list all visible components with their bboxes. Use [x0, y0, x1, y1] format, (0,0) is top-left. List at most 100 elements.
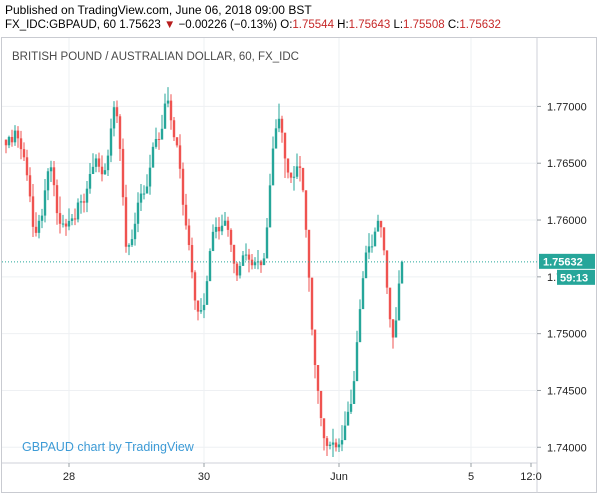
candle-down — [157, 139, 161, 141]
candle-down — [19, 138, 23, 150]
candle-up — [7, 136, 11, 146]
y-tick-label: 1.75000 — [547, 329, 587, 341]
candle-down — [391, 319, 395, 338]
candle-up — [220, 225, 224, 232]
candle-up — [61, 223, 65, 225]
candle-down — [334, 442, 338, 448]
candle-up — [241, 255, 245, 266]
candle-down — [325, 438, 329, 446]
candle-up — [397, 283, 401, 321]
candle-up — [85, 188, 89, 203]
candle-up — [328, 444, 332, 446]
candle-down — [16, 130, 20, 139]
candle-down — [298, 166, 302, 168]
candle-down — [388, 287, 392, 320]
chart-frame[interactable] — [1, 37, 597, 493]
candle-up — [91, 166, 95, 175]
candle-up — [151, 146, 155, 168]
candle-up — [376, 220, 380, 232]
y-tick-label: 1.76000 — [547, 215, 587, 227]
candle-down — [319, 390, 323, 419]
candle-down — [58, 213, 62, 224]
x-tick-label: 30 — [198, 471, 210, 483]
candle-up — [340, 440, 344, 445]
symbol-label: FX_IDC:GBPAUD, 60 — [5, 19, 116, 31]
candle-down — [181, 168, 185, 205]
candle-up — [358, 309, 362, 343]
candle-down — [121, 148, 125, 198]
candle-up — [394, 320, 398, 338]
candle-up — [130, 239, 134, 246]
candle-up — [139, 193, 143, 203]
candle-down — [118, 116, 122, 149]
candle-down — [250, 259, 254, 266]
candle-up — [70, 218, 74, 221]
candle-up — [112, 107, 116, 129]
y-tick-label: 1.77000 — [547, 101, 587, 113]
candle-down — [28, 175, 32, 197]
candle-down — [124, 197, 128, 247]
candle-up — [253, 262, 257, 266]
chart-watermark[interactable]: GBPAUD chart by TradingView — [22, 440, 194, 454]
candle-down — [100, 166, 104, 175]
candle-up — [163, 103, 167, 129]
candle-up — [145, 186, 149, 194]
candle-up — [43, 190, 47, 216]
close-value: 1.75632 — [459, 19, 501, 31]
candle-up — [223, 220, 227, 226]
candle-down — [229, 229, 233, 245]
candle-up — [268, 185, 272, 228]
candle-down — [169, 100, 173, 121]
candle-down — [178, 145, 182, 169]
candle-down — [301, 167, 305, 191]
candle-up — [400, 261, 404, 284]
candle-down — [196, 300, 200, 312]
open-label: O: — [280, 19, 293, 31]
candle-up — [103, 170, 107, 175]
candle-down — [322, 418, 326, 439]
candle-up — [202, 304, 206, 311]
countdown-label: 59:13 — [560, 272, 588, 284]
candle-up — [154, 139, 158, 147]
candle-down — [310, 277, 314, 330]
candle-down — [307, 229, 311, 278]
published-notice: Published on TradingView.com, June 06, 2… — [5, 3, 312, 17]
down-triangle-icon: ▼ — [163, 19, 176, 31]
candle-down — [82, 201, 86, 203]
candle-down — [247, 254, 251, 260]
candle-up — [271, 148, 275, 186]
candle-up — [13, 130, 17, 143]
candle-up — [364, 252, 368, 279]
open-value: 1.75544 — [292, 19, 334, 31]
current-price-tag — [539, 253, 595, 269]
candle-down — [4, 139, 8, 146]
candle-up — [133, 223, 137, 240]
candle-up — [106, 155, 110, 171]
candle-down — [280, 118, 284, 133]
high-label: H: — [337, 19, 349, 31]
candle-up — [214, 226, 218, 232]
candle-down — [31, 196, 35, 227]
candle-up — [46, 171, 50, 191]
candle-up — [166, 100, 170, 104]
candle-down — [232, 244, 236, 264]
candle-up — [361, 278, 365, 310]
x-tick-label: Jun — [330, 471, 348, 483]
candle-up — [40, 215, 44, 221]
candle-up — [244, 254, 248, 256]
candle-down — [382, 227, 386, 251]
candle-up — [238, 265, 242, 276]
candle-down — [187, 225, 191, 246]
candle-down — [97, 158, 101, 167]
candle-down — [115, 107, 119, 117]
candle-up — [79, 201, 83, 203]
high-value: 1.75643 — [348, 19, 391, 31]
x-tick-label: 12:0 — [520, 471, 541, 483]
candle-down — [304, 190, 308, 230]
candle-down — [286, 158, 290, 173]
candle-down — [184, 204, 188, 226]
candle-up — [94, 158, 98, 167]
candle-down — [259, 261, 263, 266]
candle-up — [88, 174, 92, 189]
